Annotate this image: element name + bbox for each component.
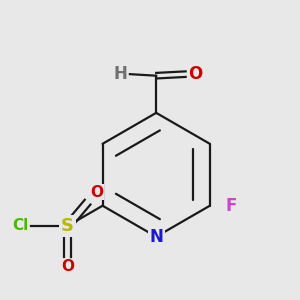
Text: S: S xyxy=(61,217,74,235)
Text: Cl: Cl xyxy=(12,218,28,233)
Text: O: O xyxy=(90,185,103,200)
Text: O: O xyxy=(188,65,202,83)
Text: N: N xyxy=(149,228,163,246)
Text: H: H xyxy=(113,65,128,83)
Text: F: F xyxy=(225,197,237,215)
Text: O: O xyxy=(61,259,74,274)
